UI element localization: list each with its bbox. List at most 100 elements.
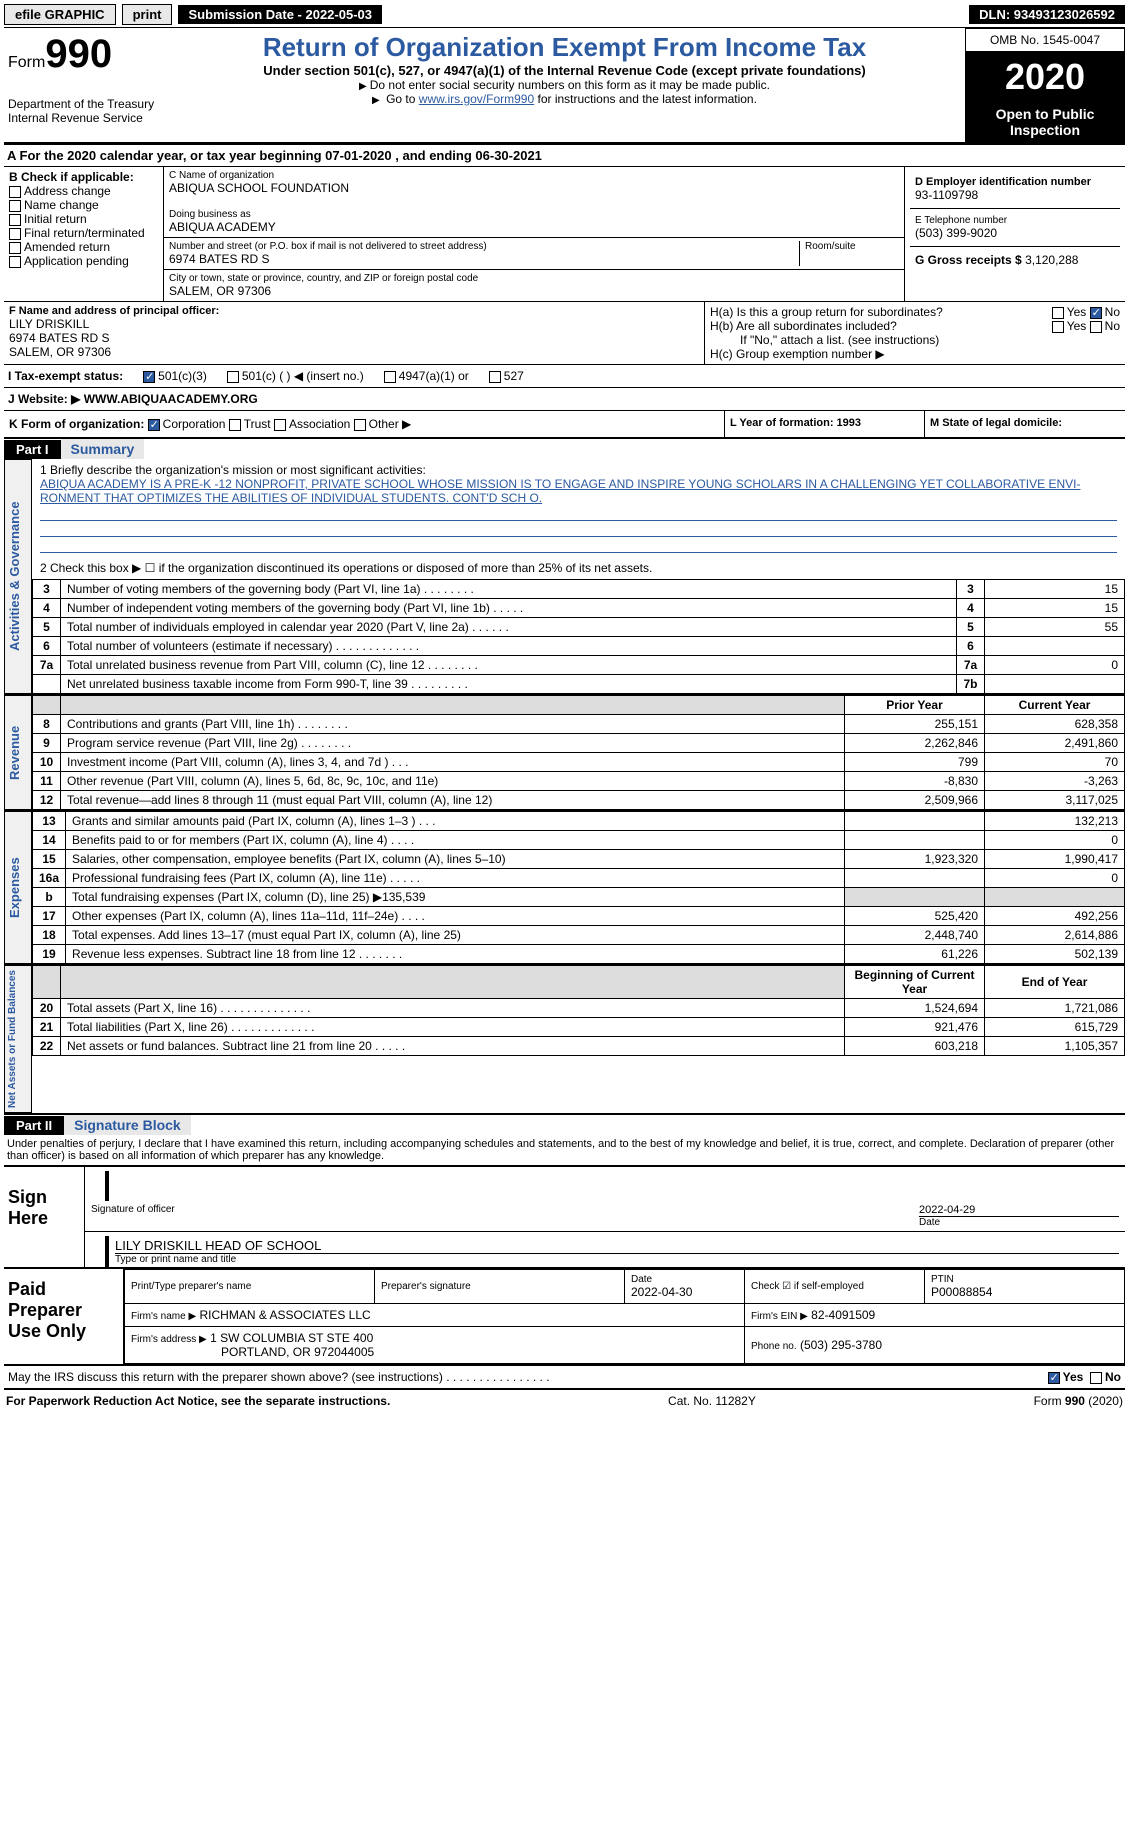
line-desc: Number of voting members of the governin… <box>61 580 957 599</box>
discuss-question: May the IRS discuss this return with the… <box>8 1370 550 1384</box>
discuss-no-checkbox[interactable] <box>1090 1372 1102 1384</box>
net-assets-table: Beginning of Current YearEnd of Year 20 … <box>32 965 1125 1056</box>
goto-note: Go to www.irs.gov/Form990 for instructio… <box>168 92 961 106</box>
table-row: 3 Number of voting members of the govern… <box>33 580 1125 599</box>
discuss-yes-checkbox[interactable] <box>1048 1372 1060 1384</box>
department: Department of the Treasury Internal Reve… <box>8 97 160 125</box>
footer-left: For Paperwork Reduction Act Notice, see … <box>6 1394 390 1408</box>
checkbox-final-return[interactable] <box>9 228 21 240</box>
beginning-val: 603,218 <box>845 1037 985 1056</box>
line-box: 7b <box>957 675 985 694</box>
ha-yes-checkbox[interactable] <box>1052 307 1064 319</box>
checkbox-initial-return[interactable] <box>9 214 21 226</box>
preparer-date-label: Date <box>631 1274 738 1285</box>
lbl-501c: 501(c) ( ) ◀ (insert no.) <box>242 369 364 383</box>
line-num: 3 <box>33 580 61 599</box>
sign-here-label: Sign Here <box>4 1167 84 1267</box>
table-row: 13 Grants and similar amounts paid (Part… <box>33 812 1125 831</box>
korg-row: K Form of organization: Corporation Trus… <box>4 411 1125 439</box>
line-value: 0 <box>985 656 1125 675</box>
prior-year-val: 799 <box>845 753 985 772</box>
goto-prefix: Go to <box>386 92 419 106</box>
table-row: 7a Total unrelated business revenue from… <box>33 656 1125 675</box>
top-bar: efile GRAPHIC print Submission Date - 20… <box>4 4 1125 28</box>
phone-value: (503) 399-9020 <box>915 226 1115 240</box>
efile-button[interactable]: efile GRAPHIC <box>4 4 116 25</box>
sign-section: Sign Here Signature of officer 2022-04-2… <box>4 1165 1125 1269</box>
footer-right: Form 990 (2020) <box>1034 1394 1123 1408</box>
hb-yes-checkbox[interactable] <box>1052 321 1064 333</box>
part2-header-row: Part IISignature Block <box>4 1113 1125 1135</box>
tax-year: 2020 <box>965 52 1125 102</box>
officer-addr2: SALEM, OR 97306 <box>9 345 699 359</box>
print-button[interactable]: print <box>122 4 173 25</box>
line-num: 20 <box>33 999 61 1018</box>
box-deg: D Employer identification number 93-1109… <box>905 167 1125 301</box>
prior-year-val <box>845 831 985 850</box>
irs-link[interactable]: www.irs.gov/Form990 <box>419 92 534 106</box>
chk-527[interactable] <box>489 371 501 383</box>
line-value <box>985 637 1125 656</box>
discuss-row: May the IRS discuss this return with the… <box>4 1366 1125 1390</box>
ha-question: H(a) Is this a group return for subordin… <box>710 305 943 319</box>
preparer-sig-label: Preparer's signature <box>381 1281 618 1292</box>
gross-receipts-label: G Gross receipts $ <box>915 253 1022 267</box>
q2-line: 2 Check this box ▶ ☐ if the organization… <box>32 557 1125 579</box>
hb-no-checkbox[interactable] <box>1090 321 1102 333</box>
blank-line <box>40 521 1117 537</box>
taxex-label: I Tax-exempt status: <box>8 369 123 383</box>
current-year-val: 132,213 <box>985 812 1125 831</box>
blank-line <box>40 505 1117 521</box>
officer-print-name: LILY DRISKILL HEAD OF SCHOOL <box>115 1238 1119 1253</box>
line-num <box>33 675 61 694</box>
ha-no-checkbox[interactable] <box>1090 307 1102 319</box>
hc-question: H(c) Group exemption number ▶ <box>710 347 1120 361</box>
table-row: 4 Number of independent voting members o… <box>33 599 1125 618</box>
chk-association[interactable] <box>274 419 286 431</box>
governance-table: 3 Number of voting members of the govern… <box>32 579 1125 694</box>
current-year-val: 0 <box>985 869 1125 888</box>
org-info-block: B Check if applicable: Address change Na… <box>4 166 1125 301</box>
chk-corporation[interactable] <box>148 419 160 431</box>
table-row: 9 Program service revenue (Part VIII, li… <box>33 734 1125 753</box>
line-box: 5 <box>957 618 985 637</box>
chk-other[interactable] <box>354 419 366 431</box>
table-row: b Total fundraising expenses (Part IX, c… <box>33 888 1125 907</box>
line-box: 4 <box>957 599 985 618</box>
prior-year-val: -8,830 <box>845 772 985 791</box>
calendar-year-line: A For the 2020 calendar year, or tax yea… <box>4 144 1125 166</box>
phone-label: E Telephone number <box>915 215 1115 226</box>
current-year-header: Current Year <box>985 696 1125 715</box>
current-year-val: 628,358 <box>985 715 1125 734</box>
shaded-cell <box>985 888 1125 907</box>
revenue-block: Revenue Prior YearCurrent Year 8 Contrib… <box>4 694 1125 810</box>
checkbox-pending[interactable] <box>9 256 21 268</box>
line-num: 14 <box>33 831 66 850</box>
line-box: 6 <box>957 637 985 656</box>
principal-officer-block: F Name and address of principal officer:… <box>4 301 1125 364</box>
end-year-header: End of Year <box>985 966 1125 999</box>
ptin-value: P00088854 <box>931 1285 1118 1299</box>
hb-no: No <box>1105 319 1120 333</box>
opt-address: Address change <box>24 184 111 198</box>
current-year-val: 0 <box>985 831 1125 850</box>
blank-cell <box>33 696 61 715</box>
checkbox-name-change[interactable] <box>9 200 21 212</box>
checkbox-address-change[interactable] <box>9 186 21 198</box>
table-row: 12 Total revenue—add lines 8 through 11 … <box>33 791 1125 810</box>
line-desc: Grants and similar amounts paid (Part IX… <box>66 812 845 831</box>
checkbox-amended[interactable] <box>9 242 21 254</box>
line-desc: Investment income (Part VIII, column (A)… <box>61 753 845 772</box>
line-num: 7a <box>33 656 61 675</box>
firm-ein-label: Firm's EIN ▶ <box>751 1311 808 1322</box>
chk-501c3[interactable] <box>143 371 155 383</box>
prior-year-val: 2,448,740 <box>845 926 985 945</box>
room-label: Room/suite <box>805 241 899 252</box>
line-desc: Total expenses. Add lines 13–17 (must eq… <box>66 926 845 945</box>
lbl-other: Other ▶ <box>369 417 412 431</box>
table-row: 20 Total assets (Part X, line 16) . . . … <box>33 999 1125 1018</box>
chk-trust[interactable] <box>229 419 241 431</box>
box-b-label: B Check if applicable: <box>9 170 158 184</box>
chk-501c[interactable] <box>227 371 239 383</box>
chk-4947[interactable] <box>384 371 396 383</box>
